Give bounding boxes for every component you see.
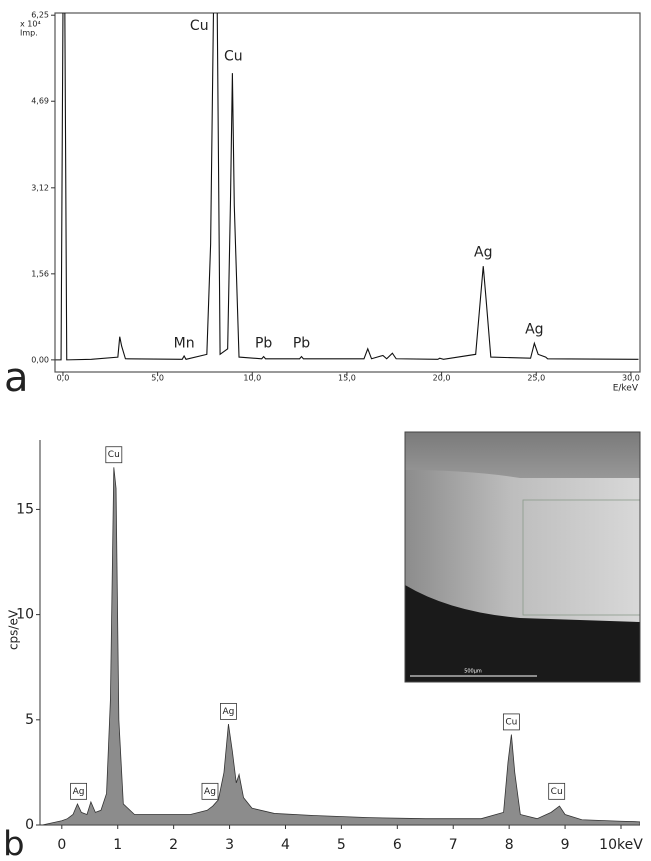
peak-label: Ag <box>223 707 235 717</box>
peak-label: Ag <box>204 787 216 797</box>
x-tick-label: 0,0 <box>57 374 70 383</box>
y-tick-label: 15 <box>16 501 34 517</box>
peak-label: Mn <box>174 335 195 351</box>
y-tick-label: 0 <box>25 817 34 833</box>
x-tick-label: 7 <box>449 837 458 853</box>
y-tick-label: 3,12 <box>31 183 49 192</box>
x-tick-label: 6 <box>393 837 402 853</box>
x-tick-label: 8 <box>505 837 514 853</box>
panel-label: a <box>4 355 29 401</box>
x-tick-label: 5,0 <box>151 374 164 383</box>
y-tick-label: 5 <box>25 712 34 728</box>
peak-label: Ag <box>73 787 85 797</box>
peak-label: Cu <box>505 717 517 727</box>
y-tick-label: 6,25 <box>31 11 49 20</box>
x-tick-label: 15,0 <box>338 374 356 383</box>
x-tick-label: 5 <box>337 837 346 853</box>
peak-label: Ag <box>474 244 492 260</box>
x-tick-label: 1 <box>113 837 122 853</box>
peak-label: Pb <box>255 335 272 351</box>
chart-panel: 0,00 1,56 3,12 4,69 6,25 0,0 5,0 10,0 15,0 20,0 25… <box>4 11 640 401</box>
spectrum-line <box>55 12 638 359</box>
x-tick-label: 30,0 <box>622 374 640 383</box>
x-tick-label: 4 <box>281 837 290 853</box>
x-tick-label: 2 <box>169 837 178 853</box>
peak-label: Cu <box>108 450 120 460</box>
panel-label: b <box>3 825 25 861</box>
y-tick-label: 0,00 <box>31 355 49 364</box>
peak-label: Cu <box>551 787 563 797</box>
x-tick-label: 3 <box>225 837 234 853</box>
x-tick-label: 0 <box>57 837 66 853</box>
y-axis-unit: x 10⁴ <box>20 20 41 29</box>
peak-label: Cu <box>224 49 243 65</box>
scale-bar-label: 500µm <box>464 669 482 675</box>
x-axis-label: E/keV <box>613 384 639 394</box>
x-tick-label: 10keV <box>599 837 643 853</box>
figure: 500µm 0,00 1,56 3,12 4,69 6,25 0,0 5,0 10,0 15,0… <box>0 0 651 861</box>
inset-micrograph: 500µm <box>405 432 640 682</box>
y-axis-label: Imp. <box>20 29 38 38</box>
y-tick-label: 1,56 <box>31 269 49 278</box>
y-tick-label: 4,69 <box>31 97 49 106</box>
peak-label: Pb <box>293 335 310 351</box>
x-tick-label: 20,0 <box>433 374 451 383</box>
plot-frame <box>55 13 640 372</box>
x-tick-label: 25,0 <box>527 374 545 383</box>
x-tick-label: 9 <box>561 837 570 853</box>
x-tick-label: 10,0 <box>243 374 261 383</box>
peak-label: Cu <box>190 18 209 34</box>
peak-label: Ag <box>525 322 543 338</box>
y-axis-label: cps/eV <box>7 609 21 650</box>
